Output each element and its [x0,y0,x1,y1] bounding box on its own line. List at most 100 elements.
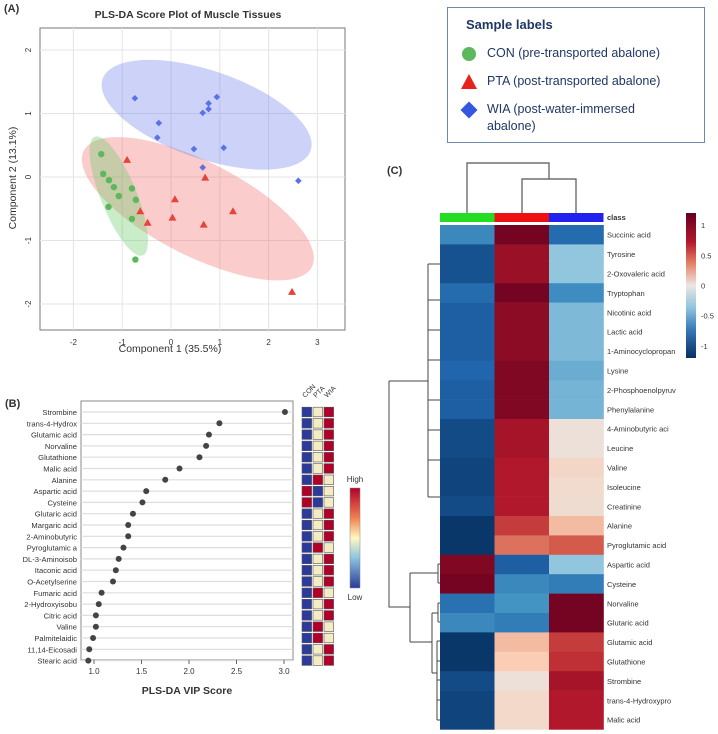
group-level-cell [312,576,323,587]
group-level-cell [312,519,323,531]
feature-label: Glutamic acid [31,431,77,440]
heatmap-cell [549,710,604,730]
feature-label: Cysteine [47,498,77,507]
colorbar-tick-label: 1 [701,221,705,230]
score-plot-title: PLS-DA Score Plot of Muscle Tissues [95,9,282,21]
heatmap-cell [440,671,495,691]
vip-colorbar [349,487,361,589]
heatmap-cell [440,535,495,556]
vip-point [125,533,132,540]
triangle-icon [460,73,478,91]
heatmap-cell [549,263,604,284]
heatmap-cell [549,671,604,691]
group-level-cell [323,463,334,474]
wia-point [295,177,302,185]
row-dendrogram [388,263,440,721]
heatmap-cell [549,360,604,381]
x-tick-label: 0 [169,338,174,347]
y-tick-label: 1 [24,111,33,116]
y-tick-label: -1 [24,236,33,244]
wia-point [154,134,161,141]
feature-label: Norvaline [45,442,77,451]
group-level-cell [323,598,334,610]
plot-frame [39,27,346,331]
group-level-cell [312,542,323,553]
y-tick-label: 2 [24,47,33,52]
vip-point [92,623,99,630]
heatmap-cell [494,302,550,323]
vip-point [92,612,99,619]
row-label: Lysine [607,367,628,376]
feature-label: Itaconic acid [35,566,77,575]
heatmap-cell [440,516,495,536]
group-level-cell [301,576,312,587]
feature-label: Fumaric acid [34,589,77,598]
group-level-cell [301,497,312,508]
pta-ellipse [81,137,314,281]
heatmap-cell [494,457,550,478]
group-level-cell [301,406,312,418]
row-label: Alanine [607,522,632,531]
heatmap-cell [440,322,495,342]
vip-point [110,578,116,585]
pta-point [143,218,152,226]
feature-label: O-Acetylserine [27,578,77,587]
group-level-cell [323,553,334,564]
heatmap-cell [440,593,495,614]
group-level-cell [301,429,312,440]
legend-item-wia: WIA (post-water-immersed abalone) [460,101,687,135]
heatmap-cell [549,574,604,594]
group-level-cell [301,542,312,553]
wia-point [199,164,207,171]
heatmap-cell [440,477,495,497]
wia-point [190,145,198,153]
vip-plot: Strombine trans-4-Hydrox Glutamic acid Norv… [23,383,338,676]
legend-label: PTA (post-transported abalone) [487,74,661,88]
group-level-cell [301,587,312,598]
vip-point [86,646,93,653]
row-label: Norvaline [607,599,639,608]
x-tick-label: -2 [70,338,78,347]
feature-label: 2-Hydroxyisobu [24,600,77,609]
heatmap-cell [549,419,604,439]
heatmap-cell [549,438,604,459]
feature-label: Citric acid [44,611,77,620]
heatmap-cell [494,380,550,400]
heatmap-cell [440,690,495,711]
row-label: Creatinine [607,502,641,511]
group-level-cell [312,553,323,564]
y-tick-label: 0 [24,174,33,179]
wia-point [199,109,207,117]
heatmap-cell [494,651,550,672]
group-level-cell [312,621,323,632]
row-label: trans-4-Hydroxypro [607,696,671,705]
heatmap-cell [494,283,550,303]
heatmap-cell [440,341,495,362]
vip-point [176,465,183,472]
heatmap-cell [494,496,550,517]
heatmap-cell [440,574,495,594]
group-level-cell [323,632,334,644]
group-level-cell [301,508,312,519]
heatmap-cell [494,399,550,420]
group-level-cell [301,418,312,429]
vip-point [129,510,136,517]
vip-point [98,589,105,596]
vip-point [85,657,92,664]
group-level-cell [312,406,323,418]
legend-item-con: CON (pre-transported abalone) [460,45,660,63]
group-level-cell [312,565,323,576]
group-level-cell [323,519,334,531]
heatmap-cell [440,438,495,459]
sample-legend: Sample labels CON (pre-transported abalo… [447,7,705,143]
heatmap-cell [494,613,550,633]
heatmap-cell [549,496,604,517]
pta-point [170,195,179,203]
vip-point [281,409,288,415]
group-level-cell [323,406,334,418]
heatmap-cell [440,283,495,303]
row-label: 4-Aminobutyric aci [607,425,669,434]
con-point [128,185,136,192]
wia-point [131,94,139,102]
